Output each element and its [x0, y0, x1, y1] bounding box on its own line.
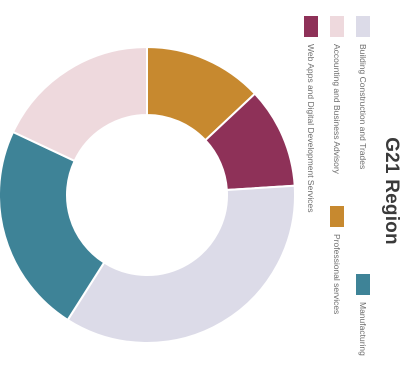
donut-slice-building-construction-and-trades [66, 184, 296, 344]
legend-label: Web Apps and Digital Development Service… [306, 44, 316, 213]
legend-label: Accounting and Business Advisory [332, 44, 342, 174]
legend-item-manufacturing: Manufacturing [356, 274, 370, 356]
legend-item-professional-services: Professional services [330, 206, 344, 314]
legend-item-accounting: Accounting and Business Advisory [330, 16, 344, 174]
legend-panel: G21 Region Building Construction and Tra… [290, 0, 404, 382]
chart-title: G21 Region [381, 137, 402, 245]
legend-swatch [330, 206, 344, 227]
legend-swatch [356, 274, 370, 295]
legend-swatch [356, 16, 370, 37]
legend-row: Accounting and Business Advisory Profess… [318, 16, 344, 376]
legend-row: Web Apps and Digital Development Service… [292, 16, 318, 376]
donut-slice-manufacturing [0, 130, 106, 322]
legend: Building Construction and Trades Manufac… [292, 16, 370, 376]
legend-label: Professional services [332, 234, 342, 315]
legend-item-building-construction: Building Construction and Trades [356, 16, 370, 169]
legend-item-web-apps: Web Apps and Digital Development Service… [304, 16, 318, 213]
legend-swatch [330, 16, 344, 37]
legend-label: Manufacturing [358, 302, 368, 356]
legend-label: Building Construction and Trades [358, 44, 368, 170]
donut-slice-accounting-and-business-advisory [11, 45, 148, 163]
legend-row: Building Construction and Trades Manufac… [344, 16, 370, 376]
legend-swatch [304, 16, 318, 37]
